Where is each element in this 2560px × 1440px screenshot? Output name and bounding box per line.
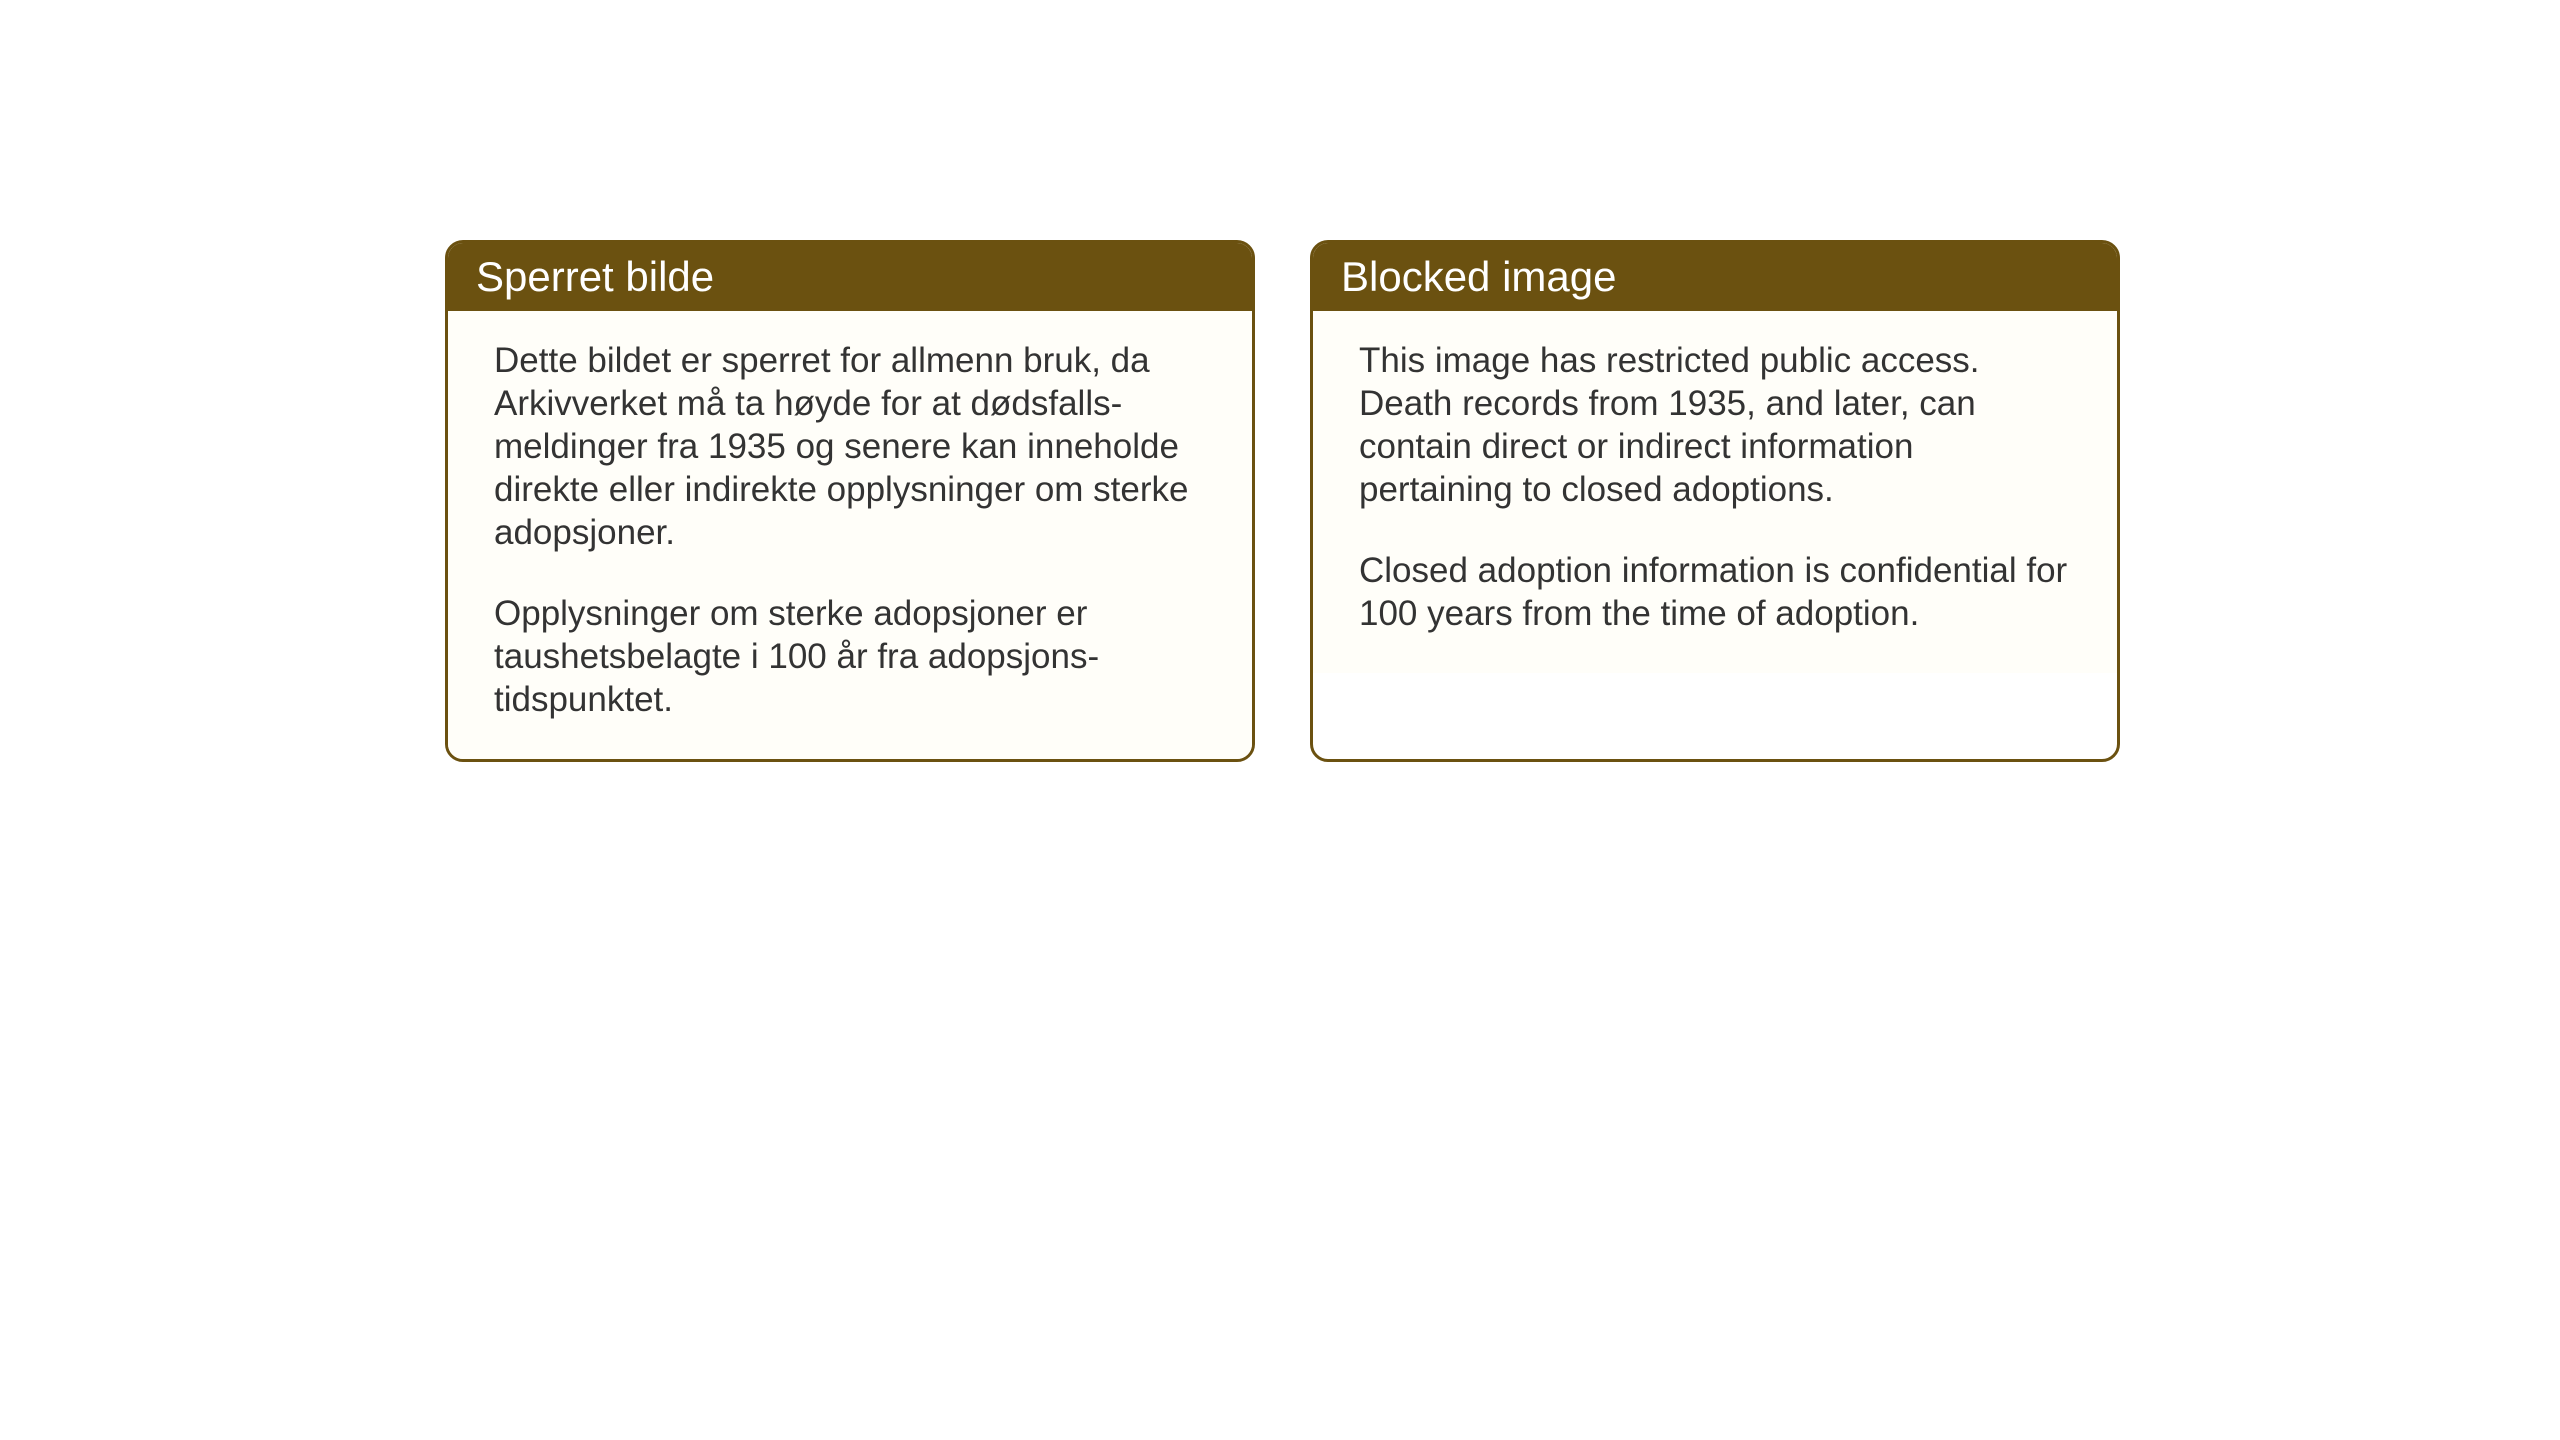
- card-body-english: This image has restricted public access.…: [1313, 311, 2117, 673]
- card-title-english: Blocked image: [1341, 253, 1616, 300]
- notice-card-norwegian: Sperret bilde Dette bildet er sperret fo…: [445, 240, 1255, 762]
- card-paragraph-norwegian-2: Opplysninger om sterke adopsjoner er tau…: [494, 592, 1206, 721]
- notice-card-english: Blocked image This image has restricted …: [1310, 240, 2120, 762]
- card-body-norwegian: Dette bildet er sperret for allmenn bruk…: [448, 311, 1252, 759]
- card-paragraph-english-2: Closed adoption information is confident…: [1359, 549, 2071, 635]
- card-header-norwegian: Sperret bilde: [448, 243, 1252, 311]
- card-paragraph-english-1: This image has restricted public access.…: [1359, 339, 2071, 511]
- card-paragraph-norwegian-1: Dette bildet er sperret for allmenn bruk…: [494, 339, 1206, 554]
- card-title-norwegian: Sperret bilde: [476, 253, 714, 300]
- notice-cards-container: Sperret bilde Dette bildet er sperret fo…: [445, 240, 2560, 762]
- card-header-english: Blocked image: [1313, 243, 2117, 311]
